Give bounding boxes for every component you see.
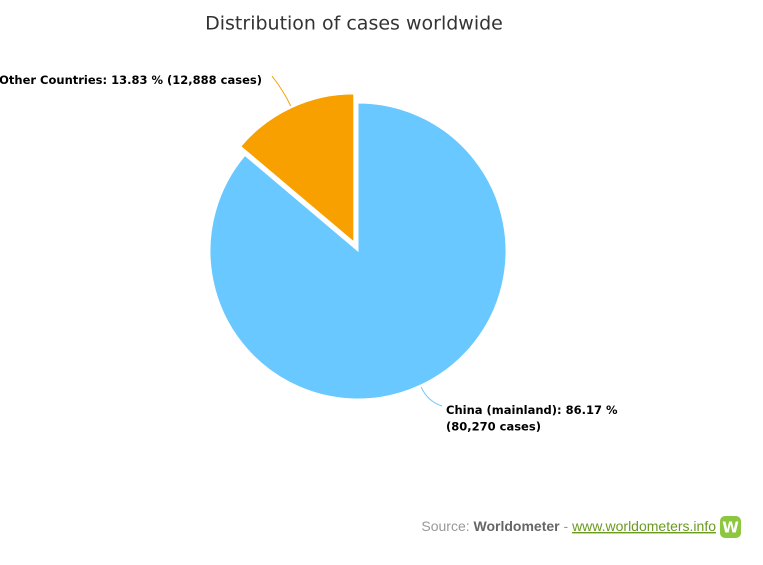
pie: China (mainland): 86.17 % (80,270 cases) Ot… [0,73,618,434]
case-label: (80,270 cases) [446,420,541,434]
source-prefix: Source: [421,518,469,534]
connector [420,386,443,407]
pie-slice [209,102,507,400]
value-label: 86.17 % [566,403,618,417]
connector [271,75,292,107]
chart-title: Distribution of cases worldwide [205,13,503,35]
category: China (mainland): [446,403,562,417]
logo[interactable] [720,516,741,538]
source-separator: - [564,518,569,534]
case-label: (12,888 cases) [167,73,262,87]
logo-text: W [722,519,739,537]
source-name: Worldometer [474,518,561,534]
source: Source: Worldometer - www.worldometers.i… [421,518,716,534]
source-url[interactable]: www.worldometers.info [571,518,716,534]
data-label: Other Countries: 13.83 % (12,888 cases) [0,73,262,87]
value-label: 13.83 % [111,73,163,87]
category: Other Countries: [0,73,107,87]
pie-slice [240,93,355,244]
data-label: China (mainland): 86.17 % [446,403,618,417]
